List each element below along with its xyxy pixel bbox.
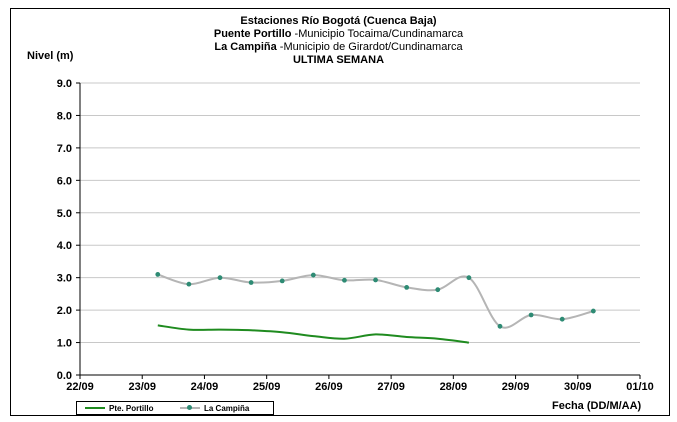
data-point-campina <box>435 287 441 293</box>
data-point-campina <box>466 275 472 281</box>
data-point-campina <box>217 275 223 281</box>
x-tick-label: 30/09 <box>564 381 592 393</box>
data-point-campina <box>528 312 534 318</box>
x-tick-label: 01/10 <box>626 381 654 393</box>
y-tick-label: 3.0 <box>57 273 72 285</box>
legend: Pte. Portillo La Campiña <box>76 401 274 415</box>
axes-layer <box>76 82 641 379</box>
x-tick-label: 25/09 <box>253 381 281 393</box>
y-tick-label: 7.0 <box>57 143 72 155</box>
data-point-campina <box>186 281 192 287</box>
chart-frame <box>10 8 670 416</box>
legend-item-campina: La Campiña <box>180 403 249 413</box>
data-point-campina <box>559 316 565 322</box>
series-layer <box>155 272 596 344</box>
series-line-portillo <box>157 324 470 344</box>
grid-layer <box>80 82 640 344</box>
y-tick-label: 6.0 <box>57 175 72 187</box>
data-point-campina <box>279 278 285 284</box>
station-location-portillo: -Municipio Tocaima/Cundinamarca <box>291 28 464 40</box>
x-tick-label: 23/09 <box>128 381 156 393</box>
x-tick-label: 28/09 <box>440 381 468 393</box>
series-line-campina <box>157 273 594 329</box>
data-point-campina <box>155 272 161 277</box>
y-tick-label: 8.0 <box>57 110 72 122</box>
x-tick-label: 29/09 <box>502 381 530 393</box>
station-name-campina: La Campiña <box>214 41 277 53</box>
station-location-campina: -Municipio de Girardot/Cundinamarca <box>276 41 463 53</box>
legend-swatch-campina <box>180 403 200 413</box>
legend-swatch-portillo <box>85 403 105 413</box>
y-tick-label: 0.0 <box>57 370 72 382</box>
legend-item-portillo: Pte. Portillo <box>85 403 153 413</box>
data-point-campina <box>404 285 410 290</box>
chart-subtitle-portillo: Puente Portillo -Municipio Tocaima/Cundi… <box>0 28 677 40</box>
data-point-campina <box>497 323 503 329</box>
y-tick-label: 2.0 <box>57 305 72 317</box>
x-tick-label: 22/09 <box>66 381 94 393</box>
y-tick-label: 9.0 <box>57 78 72 90</box>
x-tick-label: 27/09 <box>377 381 405 393</box>
y-tick-label: 5.0 <box>57 208 72 220</box>
x-tick-label: 24/09 <box>191 381 219 393</box>
y-tick-label: 4.0 <box>57 240 72 252</box>
y-axis-label: Nivel (m) <box>27 50 74 62</box>
chart-period: ULTIMA SEMANA <box>292 54 385 66</box>
data-point-campina <box>310 272 316 278</box>
ticks-layer: 0.0 1.0 2.0 3.0 4.0 5.0 6.0 7.0 8.0 9.0 22/09 23/09… <box>57 78 654 393</box>
data-point-campina <box>373 277 378 283</box>
legend-label-campina: La Campiña <box>204 403 250 413</box>
legend-label-portillo: Pte. Portillo <box>109 403 154 413</box>
data-point-campina <box>342 277 347 283</box>
data-point-campina <box>590 308 596 314</box>
data-point-campina <box>248 280 254 285</box>
chart-subtitle-campina: La Campiña -Municipio de Girardot/Cundin… <box>0 41 677 53</box>
y-tick-label: 1.0 <box>57 338 72 350</box>
station-name-portillo: Puente Portillo <box>213 28 292 40</box>
chart-title: Estaciones Río Bogotá (Cuenca Baja) <box>240 15 437 27</box>
x-tick-label: 26/09 <box>315 381 343 393</box>
x-axis-label: Fecha (DD/M/AA) <box>552 400 642 412</box>
